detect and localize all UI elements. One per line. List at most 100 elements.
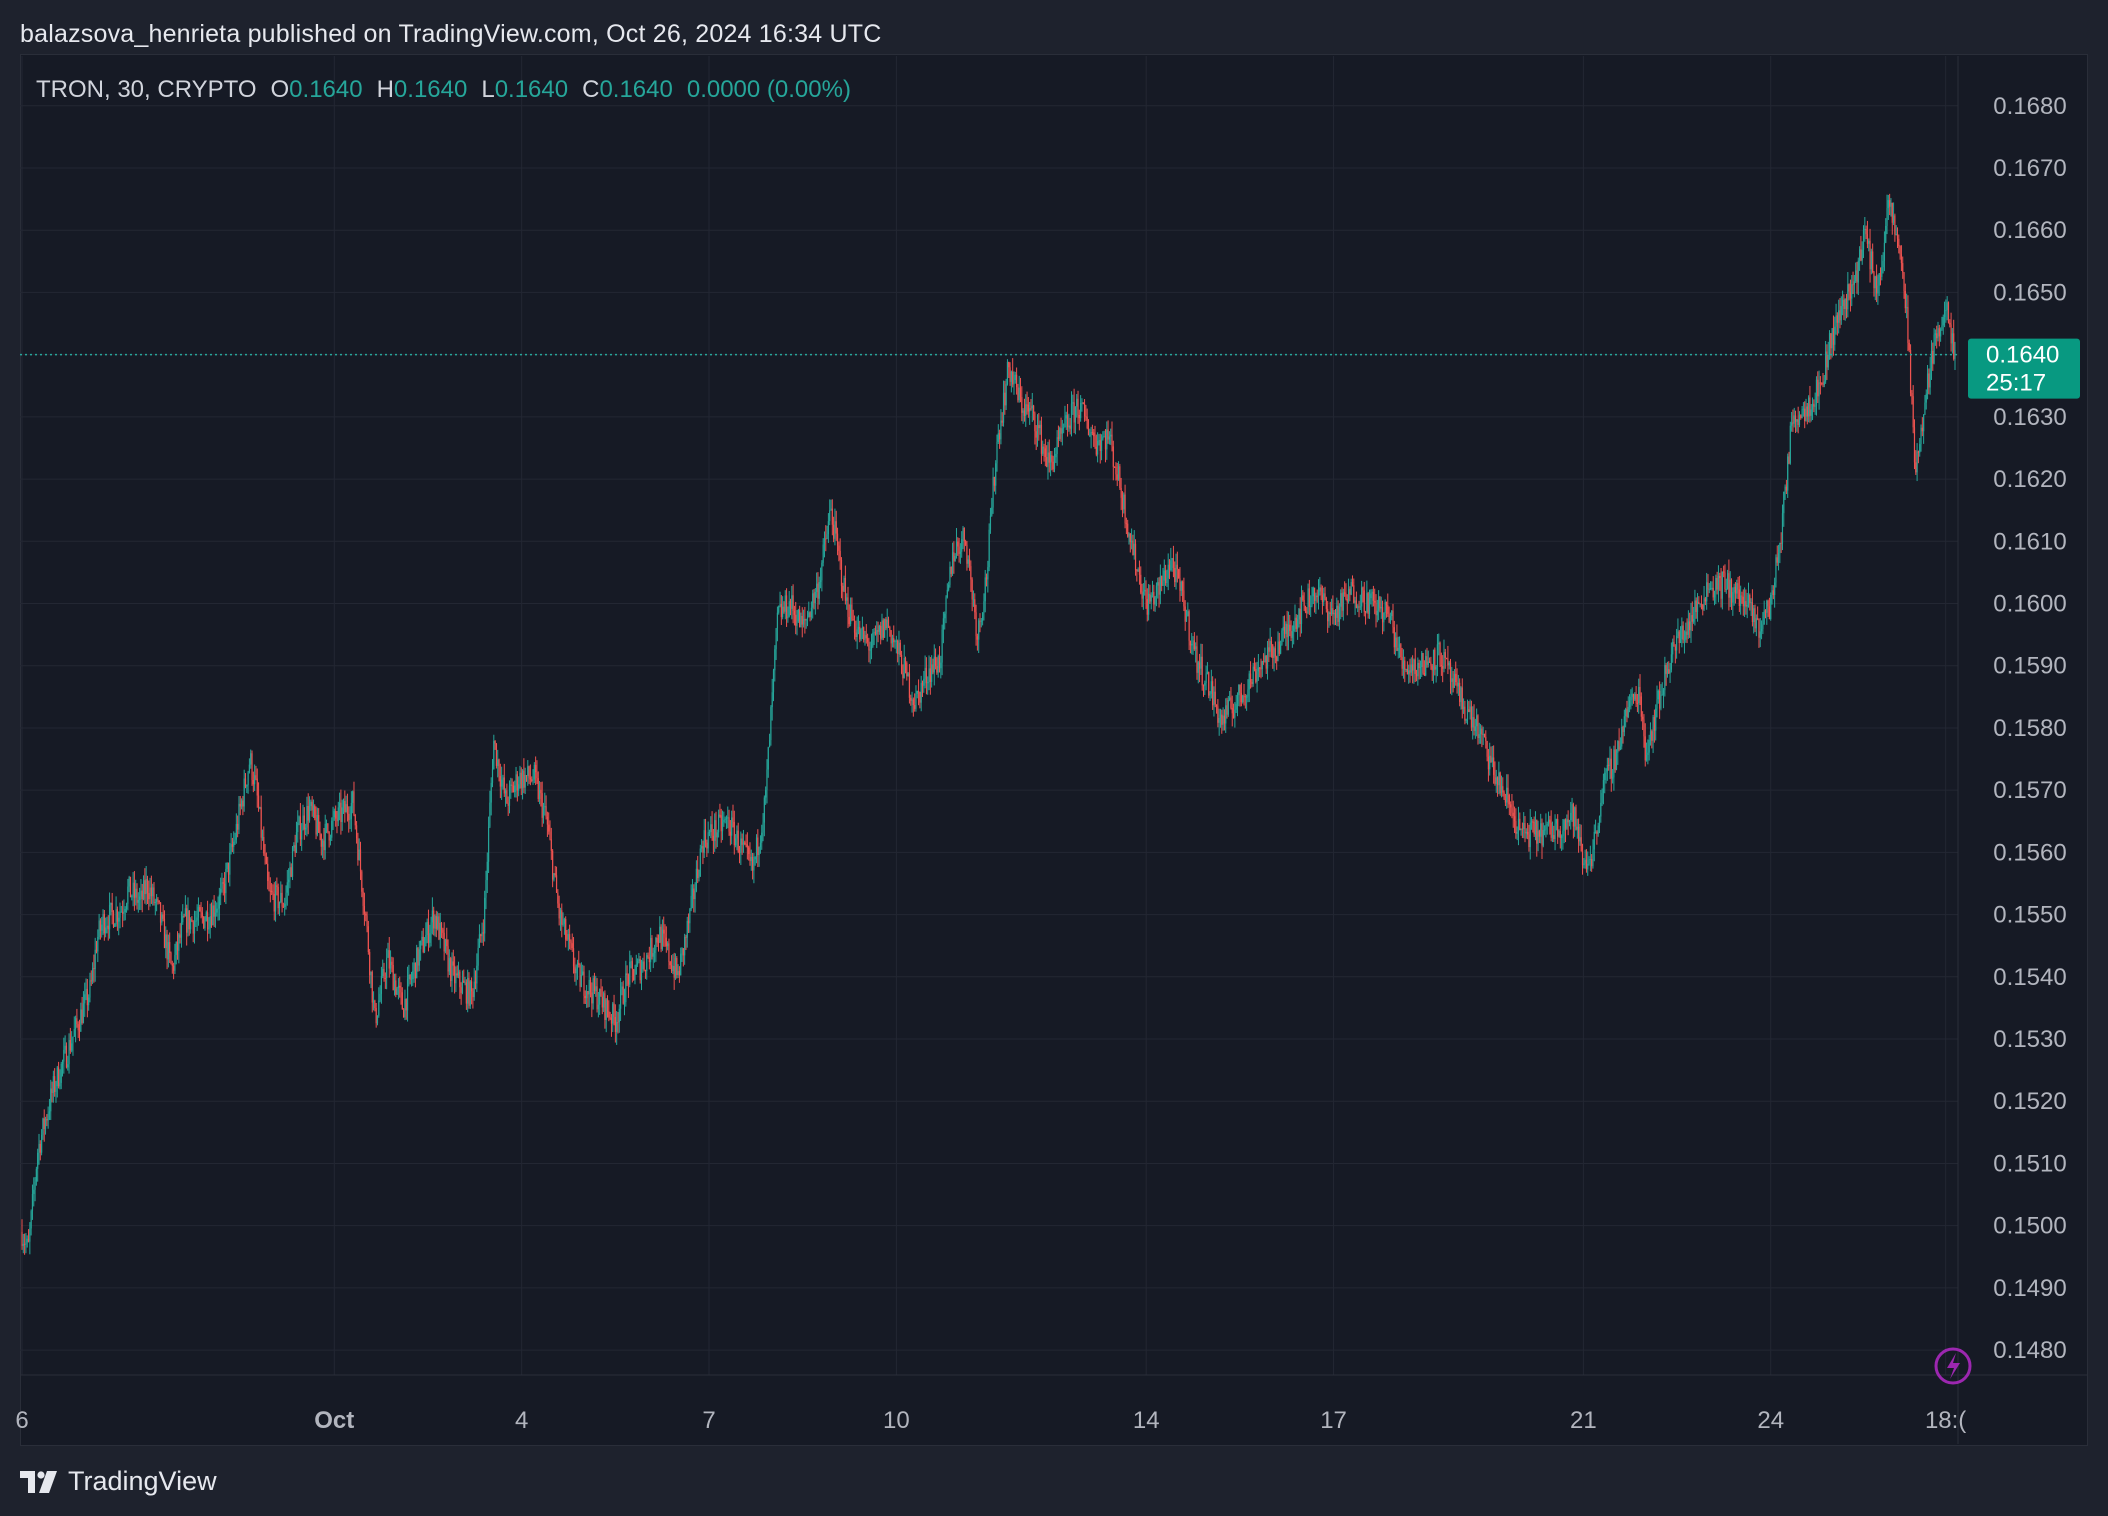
candle-body xyxy=(302,815,304,831)
candle-body xyxy=(1704,598,1706,602)
candle-body xyxy=(719,814,721,816)
candle-body xyxy=(1265,655,1267,669)
candle-body xyxy=(978,620,980,640)
candle-body xyxy=(914,704,916,709)
chart-panel[interactable] xyxy=(20,54,2088,1446)
candle-body xyxy=(336,818,338,822)
candle-body xyxy=(940,662,942,669)
candle-body xyxy=(375,1008,377,1024)
candle-body xyxy=(724,818,726,820)
candle-body xyxy=(136,888,138,903)
candle-body xyxy=(889,626,891,631)
candle-body xyxy=(1766,600,1768,613)
candle-body xyxy=(894,641,896,643)
candle-body xyxy=(945,597,947,614)
candle-body xyxy=(448,958,450,972)
candle-body xyxy=(1601,793,1603,803)
candle-body xyxy=(1031,405,1033,409)
candle-body xyxy=(897,640,899,654)
candle-body xyxy=(355,825,358,839)
candle-body xyxy=(800,615,802,628)
candle-body xyxy=(1683,639,1686,641)
candle-body xyxy=(1558,830,1560,837)
candle-body xyxy=(617,1021,619,1023)
candle-body xyxy=(435,916,437,929)
candle-body xyxy=(174,954,176,971)
candle-body xyxy=(469,981,471,1006)
candle-body xyxy=(1430,662,1432,666)
time-axis[interactable]: 6 Oct 4 7 10 14 17 21 24 18:( xyxy=(15,1407,1966,1434)
candle-body xyxy=(813,593,815,604)
candle-body xyxy=(73,1029,75,1037)
price-axis[interactable]: 0.16800.16700.16600.16500.16400.16300.16… xyxy=(1993,93,2066,1364)
candle-body xyxy=(166,934,168,960)
candle-body xyxy=(1513,816,1516,822)
candle-body xyxy=(1128,533,1130,537)
candle-body xyxy=(1903,272,1905,292)
candle-body xyxy=(1077,398,1079,415)
candle-body xyxy=(1523,822,1525,830)
candle-body xyxy=(1049,455,1052,463)
lightning-bolt-icon[interactable] xyxy=(1934,1347,1972,1385)
candle-body xyxy=(1818,382,1820,397)
candle-body xyxy=(1924,402,1926,415)
candle-body xyxy=(741,838,743,845)
candle-body xyxy=(478,934,481,948)
candle-body xyxy=(331,820,333,838)
candle-body xyxy=(968,559,971,567)
candle-body xyxy=(1559,830,1561,838)
candle-body xyxy=(1750,602,1752,604)
candle-body xyxy=(1913,427,1916,463)
brand[interactable]: TradingView xyxy=(20,1466,217,1497)
candle-body xyxy=(446,939,448,947)
candle-body xyxy=(158,900,160,903)
candle-body xyxy=(608,1011,610,1018)
candle-body xyxy=(589,979,592,993)
candle-body xyxy=(154,901,156,903)
candle-body xyxy=(1255,668,1257,682)
candle-body xyxy=(751,856,754,871)
candle-body xyxy=(285,892,287,904)
candle-body xyxy=(877,630,879,632)
candle-body xyxy=(1544,829,1546,831)
candle-body xyxy=(548,824,550,832)
candle-body xyxy=(72,1036,74,1044)
candle-body xyxy=(27,1238,30,1242)
candle-body xyxy=(437,916,439,929)
candle-body xyxy=(1239,684,1241,694)
candle-body xyxy=(1221,714,1223,725)
candle-body xyxy=(816,583,818,592)
candle-body xyxy=(767,747,769,770)
candle-body xyxy=(141,890,143,900)
candle-body xyxy=(235,823,237,840)
candle-body xyxy=(898,642,900,654)
candle-body xyxy=(1588,859,1590,864)
candle-body xyxy=(809,612,811,618)
candle-body xyxy=(1928,373,1930,388)
candle-body xyxy=(1822,383,1824,385)
candle-body xyxy=(51,1088,53,1093)
candle-body xyxy=(570,941,572,944)
candle-body xyxy=(525,775,528,777)
candle-body xyxy=(1792,422,1794,424)
candle-body xyxy=(648,957,650,963)
candle-body xyxy=(456,973,458,976)
candle-body xyxy=(116,909,119,922)
candle-body xyxy=(118,917,120,922)
candle-body xyxy=(963,527,965,542)
candle-body xyxy=(1906,307,1908,309)
candle-body xyxy=(1189,640,1192,646)
candle-body xyxy=(616,1021,618,1032)
symbol-name[interactable]: TRON, 30, CRYPTO xyxy=(36,76,257,103)
candle-body xyxy=(1388,613,1390,623)
candle-body xyxy=(1536,819,1538,844)
candle-body xyxy=(81,1009,83,1023)
candle-body xyxy=(1151,591,1154,596)
candle-body xyxy=(718,814,720,833)
candle-body xyxy=(651,938,653,957)
candle-body xyxy=(639,959,641,981)
candle-body xyxy=(254,775,256,785)
candle-body xyxy=(1540,823,1542,837)
candle-body xyxy=(1383,612,1385,623)
